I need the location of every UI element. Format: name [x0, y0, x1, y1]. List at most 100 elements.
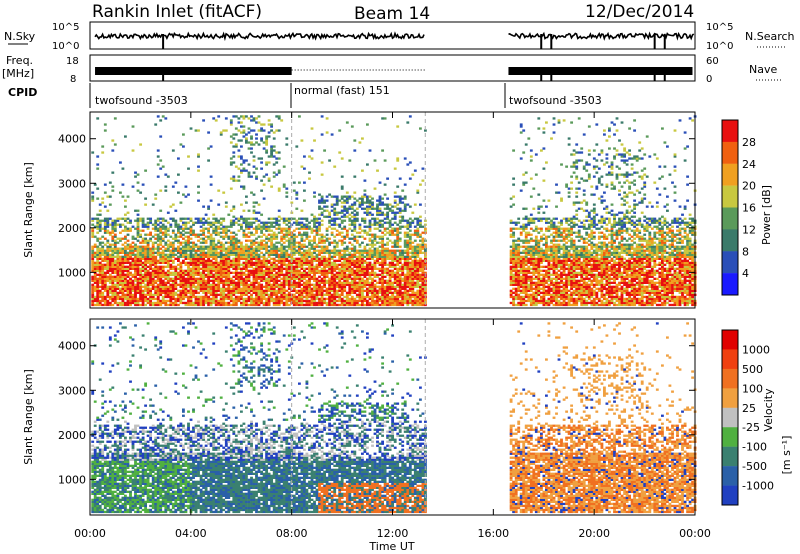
- power-cell: [252, 269, 256, 272]
- power-cell: [285, 187, 289, 190]
- power-cell: [214, 303, 218, 307]
- power-cell: [376, 207, 379, 210]
- power-cell: [257, 253, 261, 256]
- power-cell: [204, 221, 208, 224]
- power-cell: [111, 291, 115, 294]
- power-cell: [192, 293, 195, 296]
- power-cell: [234, 267, 238, 270]
- power-cell: [298, 241, 301, 244]
- power-cell: [106, 209, 110, 212]
- power-cell: [91, 257, 95, 260]
- power-cell: [406, 303, 410, 307]
- power-cell: [305, 291, 309, 294]
- power-cell: [391, 287, 395, 290]
- power-cell: [406, 231, 410, 234]
- power-cell: [335, 213, 339, 216]
- power-cell: [194, 301, 198, 305]
- power-cell: [325, 229, 329, 232]
- power-cell: [388, 283, 392, 286]
- power-cell: [250, 273, 253, 276]
- power-cell: [398, 195, 402, 198]
- power-cell: [252, 165, 256, 168]
- power-cell: [179, 143, 183, 146]
- power-cell: [318, 225, 321, 228]
- power-cell: [325, 131, 329, 134]
- power-cell: [257, 157, 261, 160]
- power-cell: [282, 227, 286, 230]
- power-cell: [411, 295, 415, 299]
- power-cell: [350, 125, 354, 128]
- power-cell: [270, 125, 274, 128]
- power-cell: [318, 199, 321, 202]
- power-cell: [124, 219, 127, 222]
- power-cell: [111, 249, 115, 252]
- power-cell: [308, 259, 311, 262]
- power-cell: [335, 203, 339, 206]
- power-cell: [267, 221, 271, 224]
- power-cell: [388, 265, 392, 268]
- power-cell: [224, 253, 228, 256]
- power-cell: [411, 221, 415, 224]
- power-cell: [250, 247, 253, 250]
- power-cell: [207, 245, 211, 248]
- power-cell: [156, 217, 160, 220]
- power-cell: [396, 207, 400, 210]
- power-cell: [363, 299, 367, 303]
- power-cell: [192, 289, 195, 292]
- power-cell: [119, 223, 122, 226]
- power-cell: [204, 267, 208, 270]
- power-cell: [182, 285, 185, 288]
- power-cell: [257, 295, 261, 299]
- power-cell: [232, 239, 236, 242]
- power-cell: [189, 279, 193, 282]
- power-cell: [232, 221, 236, 224]
- power-cell: [287, 285, 291, 288]
- power-cell: [144, 169, 148, 172]
- power-cell: [141, 221, 145, 224]
- power-cell: [260, 167, 264, 170]
- power-cell: [96, 257, 100, 260]
- power-cell: [373, 247, 377, 250]
- power-cell: [285, 229, 289, 232]
- power-cell: [207, 217, 211, 220]
- power-cell: [255, 291, 258, 294]
- power-cell: [124, 213, 127, 216]
- power-cell: [295, 289, 299, 292]
- power-cell: [373, 249, 377, 252]
- power-cell: [91, 219, 95, 222]
- power-cell: [267, 269, 271, 272]
- power-cell: [217, 287, 221, 290]
- power-cell: [378, 253, 382, 256]
- power-cell: [164, 255, 168, 258]
- power-cell: [320, 299, 324, 303]
- power-cell: [277, 227, 281, 230]
- power-cell: [240, 115, 243, 118]
- power-cell: [292, 293, 296, 296]
- power-cell: [207, 265, 211, 268]
- power-cell: [320, 267, 324, 270]
- power-cell: [131, 247, 135, 250]
- power-cell: [290, 241, 294, 244]
- power-cell: [358, 203, 362, 206]
- power-cell: [234, 249, 238, 252]
- power-cell: [116, 259, 120, 262]
- power-cell: [348, 265, 352, 268]
- power-cell: [106, 269, 110, 272]
- power-cell: [161, 301, 165, 305]
- power-cell: [285, 249, 289, 252]
- power-cell: [111, 221, 115, 224]
- power-cell: [257, 297, 261, 301]
- power-cell: [267, 267, 271, 270]
- power-cell: [393, 299, 397, 303]
- power-cell: [159, 281, 163, 284]
- power-cell: [358, 257, 362, 260]
- power-cell: [207, 271, 211, 274]
- power-cell: [381, 249, 385, 252]
- power-cell: [355, 271, 359, 274]
- power-cell: [371, 303, 374, 307]
- power-cell: [151, 203, 155, 206]
- power-cell: [98, 273, 102, 276]
- power-cell: [310, 271, 314, 274]
- power-cell: [275, 267, 279, 270]
- power-cell: [335, 223, 339, 226]
